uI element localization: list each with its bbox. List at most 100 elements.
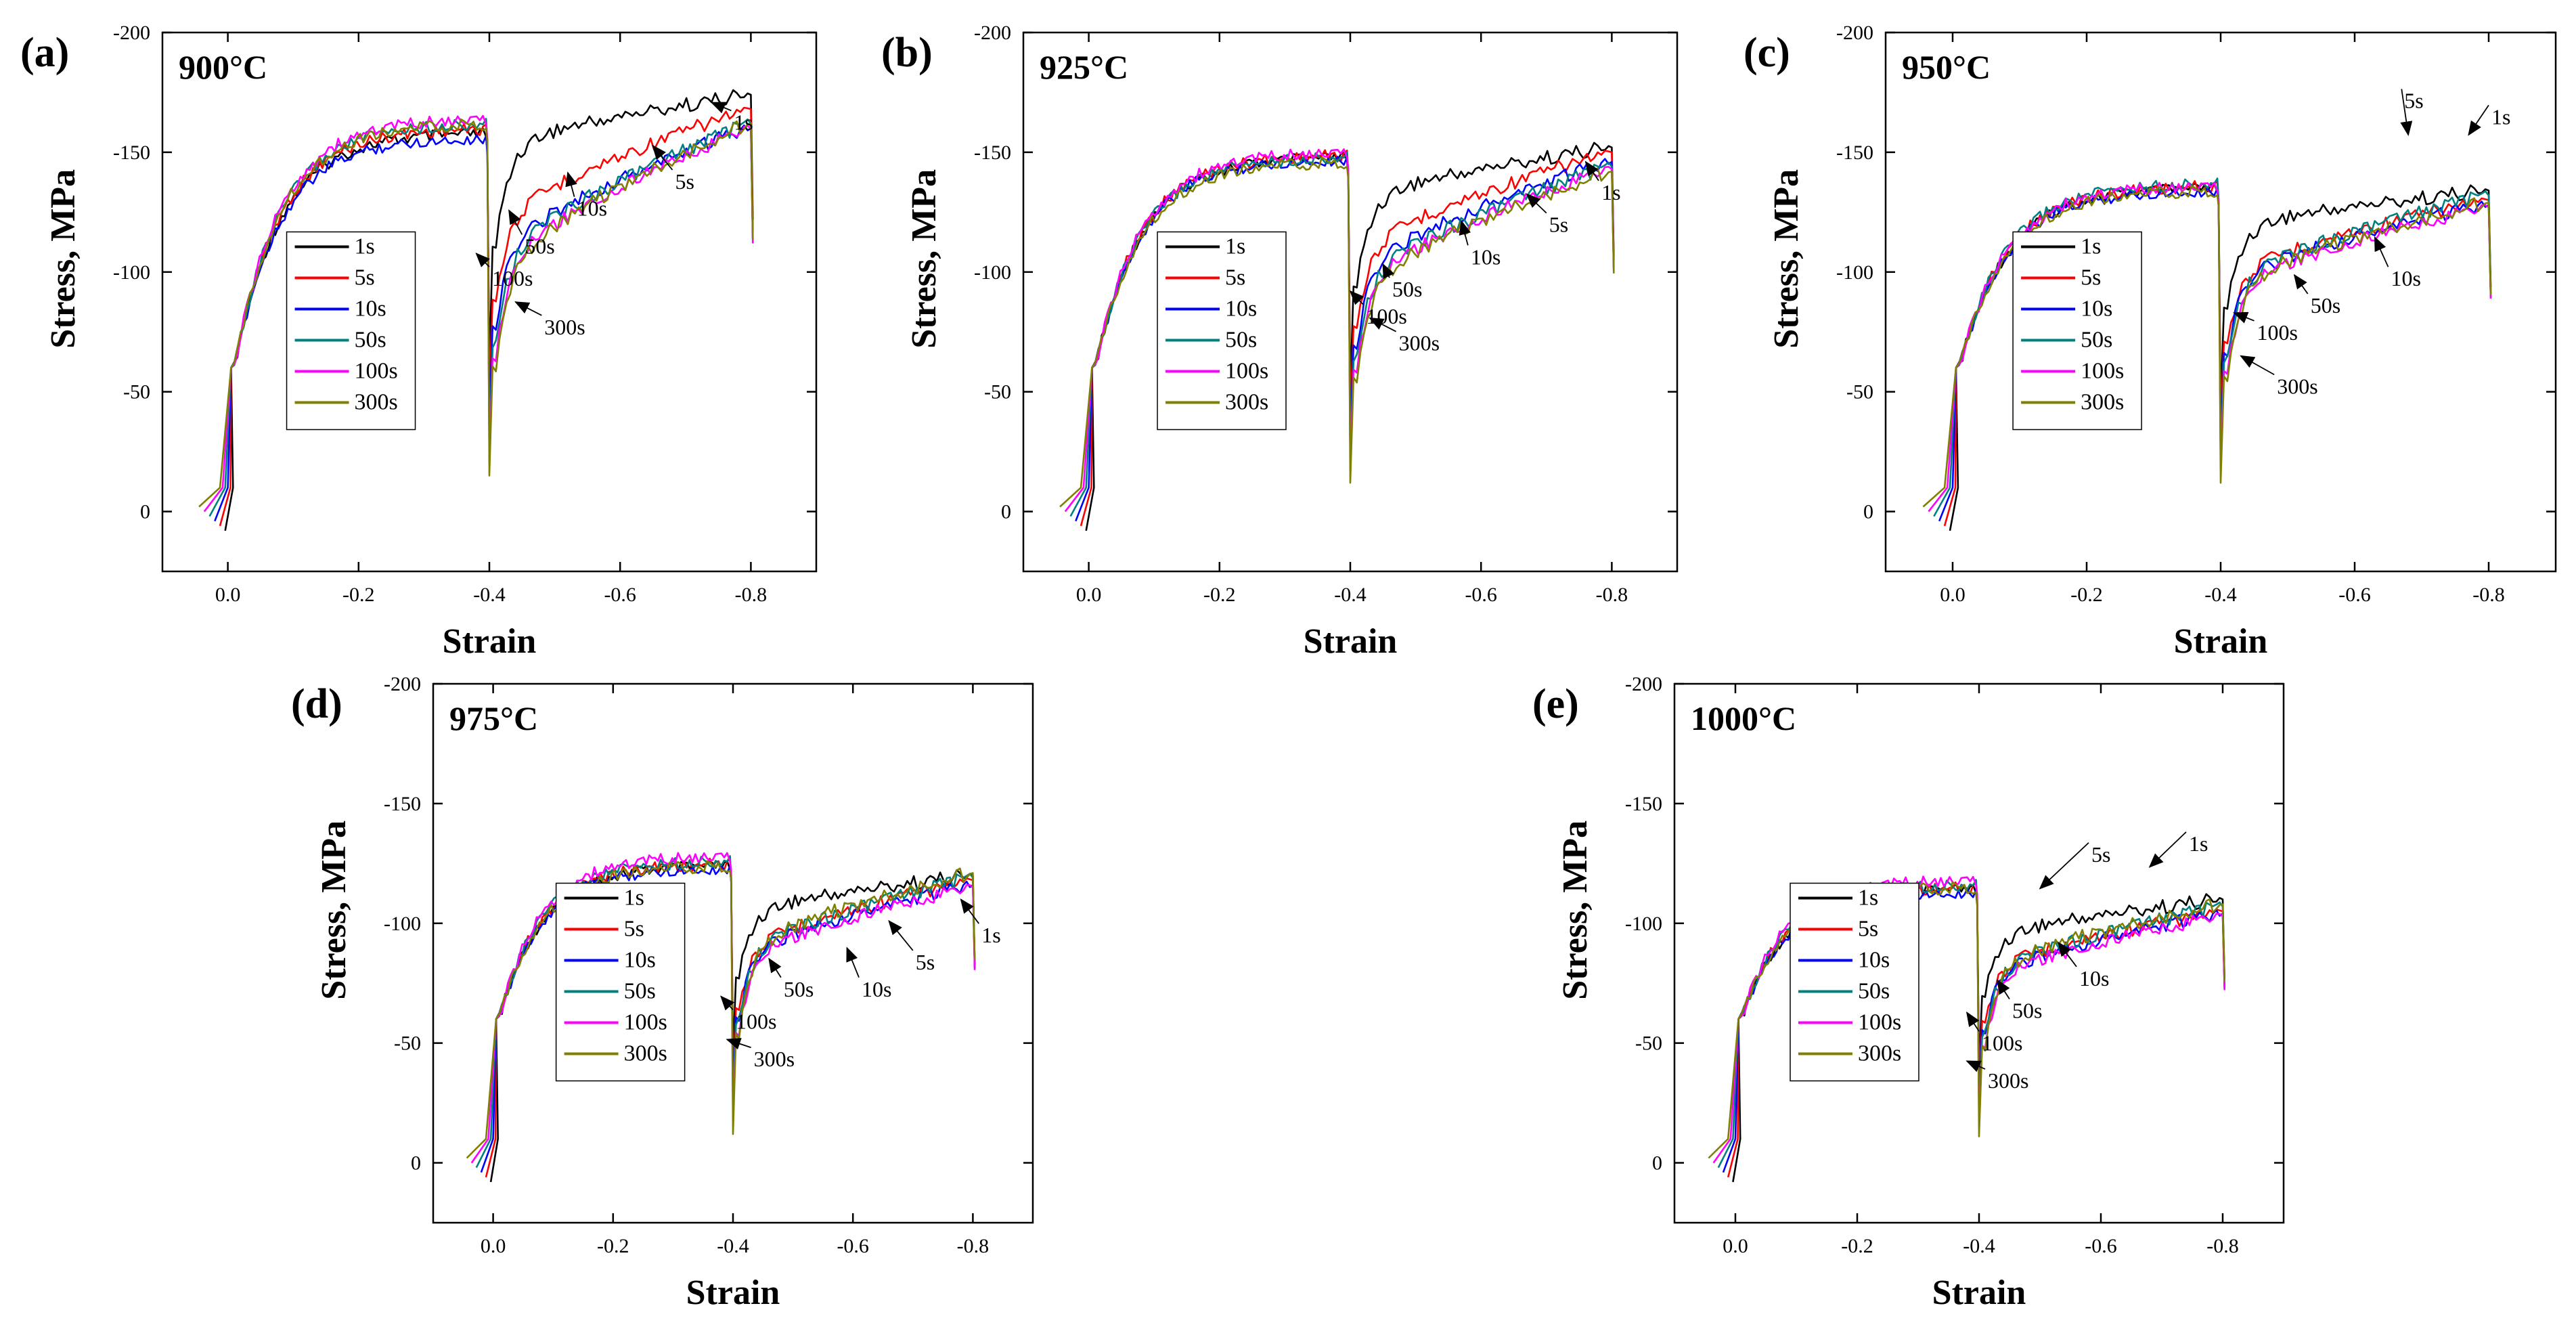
annotation-arrow <box>710 102 732 114</box>
x-axis-label: Strain <box>1932 1273 2026 1312</box>
legend-box <box>286 231 416 431</box>
legend-label-1s: 1s <box>1858 886 1878 911</box>
legend-label-1s: 1s <box>355 234 375 259</box>
series-line-300s <box>466 860 976 1159</box>
y-tick-label: -100 <box>974 261 1011 284</box>
x-tick-label: -0.8 <box>957 1235 990 1257</box>
chart-panel-2: 0.0 -0.2 -0.4 -0.6 -0.8 0 -50 -100 -150 -200 Strai… <box>881 22 1679 661</box>
annotation-label-5s: 5s <box>916 950 935 974</box>
legend-label-10s: 10s <box>1225 297 1257 322</box>
series-line-1s <box>224 89 754 531</box>
annotation-label-50s: 50s <box>2311 293 2340 318</box>
x-tick-label: -0.4 <box>717 1235 749 1257</box>
annotation-arrow <box>2468 104 2489 136</box>
y-tick-label: -50 <box>984 381 1011 404</box>
y-axis-label: Stress, MPa <box>44 169 83 349</box>
annotation-label-10s: 10s <box>2391 266 2421 290</box>
annotation-label-50s: 50s <box>1392 277 1422 301</box>
annotation-label-10s: 10s <box>862 977 891 1001</box>
annotation-label-100s: 100s <box>1366 304 1406 328</box>
x-tick-label: -0.2 <box>1841 1235 1873 1257</box>
annotation-arrow <box>888 919 914 951</box>
annotation-label-5s: 5s <box>675 169 694 194</box>
y-tick-label: -100 <box>113 261 150 284</box>
x-tick-label: 0.0 <box>215 584 241 606</box>
annotation-arrow <box>768 957 782 978</box>
legend-label-10s: 10s <box>2081 297 2112 322</box>
legend-label-50s: 50s <box>355 328 386 353</box>
annotation-arrow <box>508 209 523 235</box>
series-line-100s <box>1064 148 1615 513</box>
y-axis-label: Stress, MPa <box>1767 169 1806 349</box>
legend-label-50s: 50s <box>1225 328 1257 353</box>
chart-panel-5: 0.0 -0.2 -0.4 -0.6 -0.8 0 -50 -100 -150 -200 Strai… <box>1532 673 2285 1312</box>
x-tick-label: -0.8 <box>2472 584 2505 606</box>
annotation-arrow <box>1997 979 2010 1000</box>
y-tick-label: -150 <box>1836 141 1873 164</box>
panel-label: (d) <box>291 681 342 727</box>
legend-label-5s: 5s <box>624 917 644 942</box>
legend-label-300s: 300s <box>1858 1041 1901 1066</box>
annotation-arrow <box>2293 274 2309 295</box>
annotation-arrow <box>514 301 542 316</box>
annotation-arrow <box>2148 831 2187 868</box>
y-tick-label: -100 <box>1836 261 1873 284</box>
legend-box <box>1790 882 1919 1082</box>
annotation-arrow <box>1369 318 1397 332</box>
annotation-label-300s: 300s <box>544 315 585 339</box>
legend-label-1s: 1s <box>2081 234 2101 259</box>
annotation-label-5s: 5s <box>1549 213 1568 237</box>
annotation-label-1s: 1s <box>981 923 1000 947</box>
annotation-label-1s: 1s <box>1601 180 1620 204</box>
annotation-label-300s: 300s <box>1399 331 1440 355</box>
panel-label: (a) <box>20 30 69 76</box>
x-tick-label: -0.6 <box>604 584 636 606</box>
chart-panel-4: 0.0 -0.2 -0.4 -0.6 -0.8 0 -50 -100 -150 -200 Strai… <box>291 673 1034 1312</box>
legend-label-300s: 300s <box>1225 390 1268 415</box>
x-tick-label: 0.0 <box>1076 584 1102 606</box>
y-tick-label: 0 <box>1652 1152 1662 1175</box>
plot-frame <box>1884 31 2557 573</box>
legend-label-5s: 5s <box>2081 265 2101 290</box>
x-tick-label: -0.6 <box>837 1235 869 1257</box>
annotation-label-100s: 100s <box>492 266 533 290</box>
x-tick-label: -0.8 <box>2206 1235 2239 1257</box>
series-line-300s <box>1059 156 1615 508</box>
panel-temperature: 925°C <box>1040 48 1128 86</box>
annotation-label-1s: 1s <box>2189 831 2208 856</box>
annotation-arrow <box>1584 160 1599 181</box>
y-tick-label: -150 <box>974 141 1011 164</box>
legend-label-5s: 5s <box>1858 917 1878 942</box>
annotation-arrow <box>2057 941 2077 967</box>
x-tick-label: 0.0 <box>1940 584 1966 606</box>
annotation-label-10s: 10s <box>2079 966 2109 990</box>
annotation-label-300s: 300s <box>754 1047 795 1071</box>
annotation-label-100s: 100s <box>736 1009 776 1034</box>
y-tick-label: -150 <box>384 793 421 815</box>
legend-label-50s: 50s <box>1858 979 1890 1004</box>
y-tick-label: -200 <box>384 673 421 695</box>
annotation-arrow <box>960 898 979 924</box>
legend-box <box>555 882 686 1082</box>
legend-box <box>2012 231 2142 431</box>
x-axis-label: Strain <box>2174 622 2268 661</box>
legend-label-100s: 100s <box>2081 359 2124 384</box>
annotation-label-100s: 100s <box>1982 1030 2022 1055</box>
annotation-arrow <box>1966 1060 1986 1072</box>
series-line-50s <box>1933 177 2492 517</box>
annotation-arrow <box>726 1038 751 1050</box>
annotation-arrow <box>1459 219 1471 246</box>
y-tick-label: -50 <box>1846 381 1873 404</box>
y-tick-label: -50 <box>1635 1032 1662 1055</box>
x-tick-label: -0.2 <box>1203 584 1236 606</box>
legend-label-100s: 100s <box>624 1010 667 1035</box>
panel-label: (c) <box>1744 30 1790 76</box>
annotation-arrow <box>720 995 735 1011</box>
x-tick-label: -0.8 <box>735 584 768 606</box>
annotation-arrow <box>565 171 577 197</box>
panel-temperature: 900°C <box>179 48 267 86</box>
x-tick-label: -0.4 <box>473 584 506 606</box>
annotation-arrow <box>2240 355 2275 376</box>
legend-label-5s: 5s <box>1225 265 1245 290</box>
x-axis-label: Strain <box>686 1273 780 1312</box>
